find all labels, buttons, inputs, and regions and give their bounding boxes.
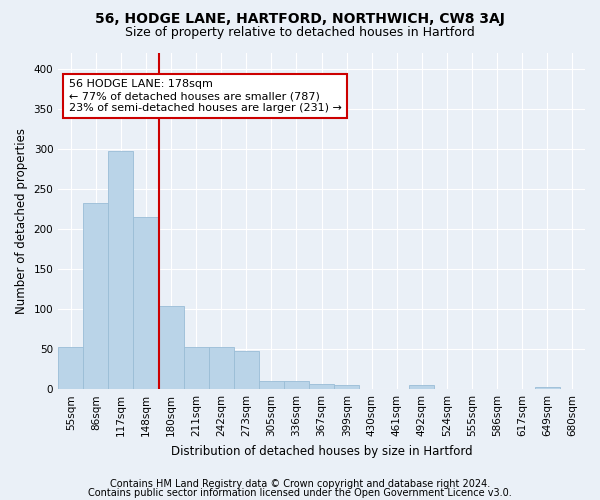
Bar: [209, 348, 234, 389]
Bar: [83, 203, 109, 389]
Bar: [535, 387, 560, 389]
Bar: [259, 381, 284, 389]
Text: 56 HODGE LANE: 178sqm
← 77% of detached houses are smaller (787)
23% of semi-det: 56 HODGE LANE: 178sqm ← 77% of detached …: [69, 80, 341, 112]
Text: Contains public sector information licensed under the Open Government Licence v3: Contains public sector information licen…: [88, 488, 512, 498]
Bar: [58, 348, 83, 389]
Bar: [133, 217, 158, 389]
Bar: [284, 381, 309, 389]
Bar: [184, 348, 209, 389]
Bar: [409, 385, 434, 389]
Text: Contains HM Land Registry data © Crown copyright and database right 2024.: Contains HM Land Registry data © Crown c…: [110, 479, 490, 489]
Y-axis label: Number of detached properties: Number of detached properties: [15, 128, 28, 314]
X-axis label: Distribution of detached houses by size in Hartford: Distribution of detached houses by size …: [171, 444, 472, 458]
Text: Size of property relative to detached houses in Hartford: Size of property relative to detached ho…: [125, 26, 475, 39]
Bar: [334, 385, 359, 389]
Bar: [158, 306, 184, 389]
Bar: [234, 350, 259, 389]
Bar: [309, 384, 334, 389]
Text: 56, HODGE LANE, HARTFORD, NORTHWICH, CW8 3AJ: 56, HODGE LANE, HARTFORD, NORTHWICH, CW8…: [95, 12, 505, 26]
Bar: [109, 151, 133, 389]
